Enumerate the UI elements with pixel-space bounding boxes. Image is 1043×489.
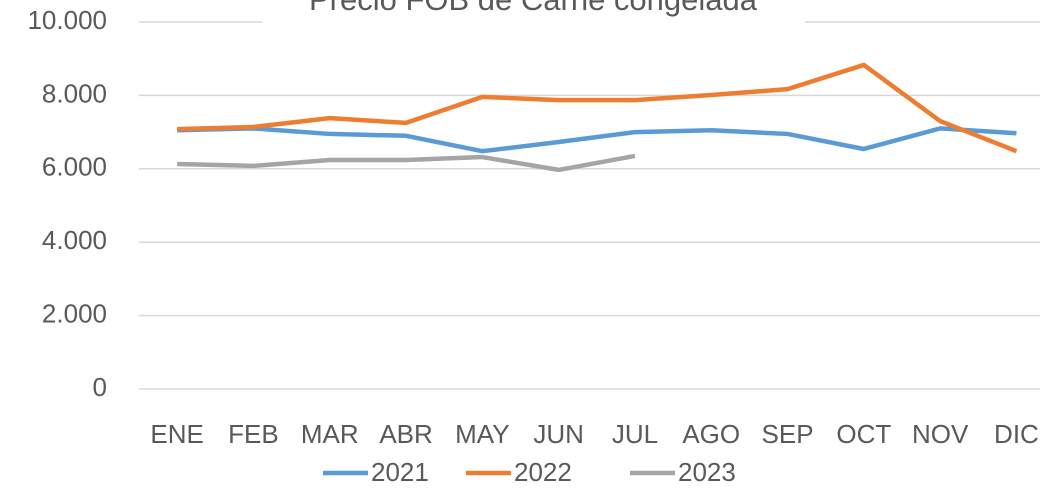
title-background [262, 0, 805, 40]
x-tick-label: OCT [836, 419, 891, 449]
legend-label: 2023 [678, 457, 736, 487]
x-tick-label: JUL [612, 419, 658, 449]
x-tick-label: JUN [533, 419, 584, 449]
legend-label: 2022 [514, 457, 572, 487]
x-tick-label: FEB [228, 419, 279, 449]
series-line [177, 126, 1017, 154]
series-line [177, 153, 636, 173]
x-tick-label: SEP [762, 419, 814, 449]
x-tick-label: NOV [912, 419, 969, 449]
y-tick-label: 2.000 [42, 298, 107, 328]
y-tick-label: 4.000 [42, 225, 107, 255]
x-tick-label: MAR [301, 419, 359, 449]
series-line [177, 62, 1018, 154]
y-tick-label: 0 [93, 372, 107, 402]
x-tick-label: ABR [379, 419, 432, 449]
y-tick-label: 10.000 [27, 5, 107, 35]
x-tick-label: ENE [150, 419, 203, 449]
legend-label: 2021 [371, 457, 429, 487]
y-tick-label: 6.000 [42, 152, 107, 182]
chart-title: Precio FOB de Carne congelada [309, 0, 758, 17]
x-tick-label: DIC [994, 419, 1039, 449]
x-tick-label: MAY [455, 419, 509, 449]
x-tick-label: AGO [682, 419, 740, 449]
y-tick-label: 8.000 [42, 78, 107, 108]
